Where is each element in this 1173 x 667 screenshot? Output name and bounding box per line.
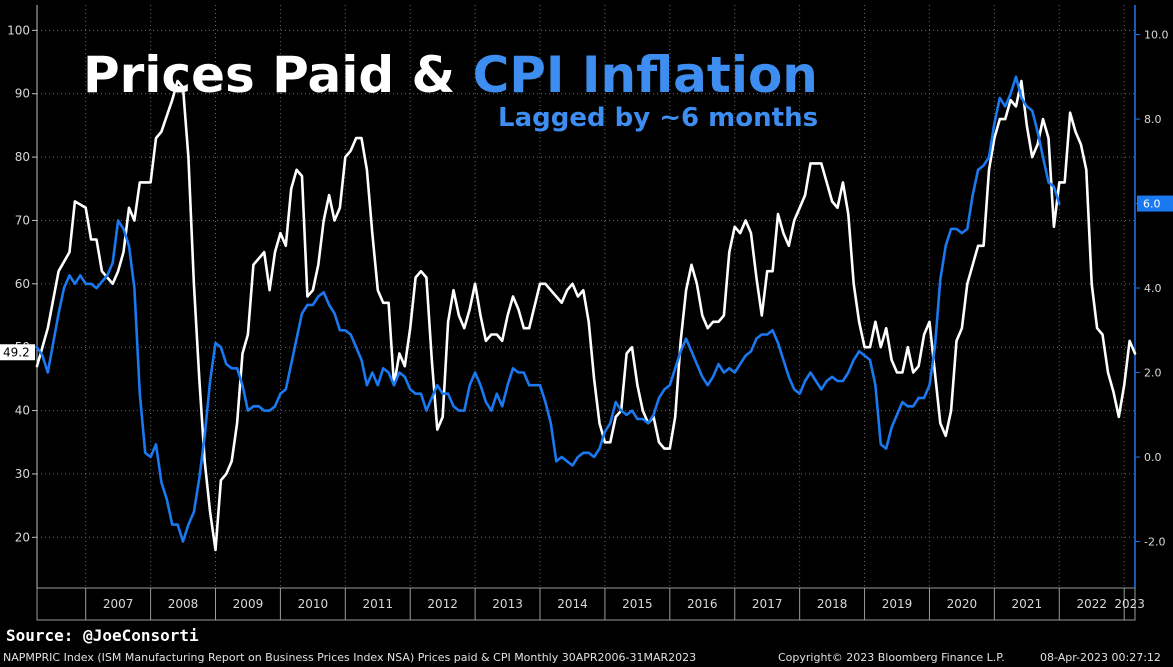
grid: [37, 5, 1135, 588]
year-label: 2018: [817, 597, 848, 611]
footer-copyright: Copyright© 2023 Bloomberg Finance L.P.: [778, 651, 1005, 664]
tick-labels: 2030405060708090100-2.00.02.04.06.08.010…: [0, 23, 1173, 549]
chart-title: Prices Paid & CPI Inflation: [83, 46, 818, 104]
year-label: 2009: [233, 597, 264, 611]
footer-timestamp: 08-Apr-2023 00:27:12: [1040, 651, 1161, 664]
left-tick-label: 70: [15, 213, 30, 227]
series-line-prices-paid: [35, 79, 1137, 552]
right-tick-label: 4.0: [1144, 282, 1162, 295]
left-tick-label: 40: [15, 404, 30, 418]
year-label: 2007: [103, 597, 134, 611]
source-label: Source: @JoeConsorti: [6, 626, 199, 645]
left-tick-label: 80: [15, 150, 30, 164]
footer-description: NAPMPRIC Index (ISM Manufacturing Report…: [3, 651, 697, 664]
chart-subtitle: Lagged by ~6 months: [498, 103, 818, 133]
year-label: 2021: [1012, 597, 1043, 611]
left-tick-label: 20: [15, 530, 30, 544]
right-tick-label: 2.0: [1144, 367, 1162, 380]
year-label: 2022: [1076, 597, 1107, 611]
year-label: 2016: [687, 597, 718, 611]
year-label: 2023: [1114, 597, 1145, 611]
year-strip: [36, 587, 1136, 621]
year-label: 2010: [298, 597, 329, 611]
year-axis: 2007 2008 2009 2010 2011 2012 2013 2014 2015 2016…: [36, 587, 1145, 621]
footer: NAPMPRIC Index (ISM Manufacturing Report…: [0, 650, 1173, 667]
left-tick-label: 100: [7, 23, 30, 37]
series-lines: [35, 75, 1137, 552]
year-label: 2017: [752, 597, 783, 611]
last-value-right-label: 6.0: [1143, 198, 1161, 211]
year-label: 2015: [622, 597, 653, 611]
chart: 2007 2008 2009 2010 2011 2012 2013 2014 2015 2016…: [0, 5, 1173, 621]
left-tick-label: 90: [15, 87, 30, 101]
last-value-left-tag: [0, 344, 35, 361]
right-tick-label: -2.0: [1144, 536, 1165, 549]
right-tick-label: 8.0: [1144, 113, 1162, 126]
year-label: 2008: [168, 597, 199, 611]
last-value-right-tag: [1137, 195, 1173, 212]
left-tick-label: 60: [15, 277, 30, 291]
year-label: 2012: [427, 597, 458, 611]
year-label: 2020: [947, 597, 978, 611]
left-tick-label: 30: [15, 467, 30, 481]
right-tick-label: 0.0: [1144, 451, 1162, 464]
year-label: 2013: [492, 597, 523, 611]
last-value-left-label: 49.2: [3, 345, 30, 359]
right-tick-label: 10.0: [1144, 29, 1169, 42]
year-label: 2011: [362, 597, 393, 611]
year-label: 2014: [557, 597, 588, 611]
year-label: 2019: [882, 597, 913, 611]
series-line-cpi: [35, 75, 1061, 543]
